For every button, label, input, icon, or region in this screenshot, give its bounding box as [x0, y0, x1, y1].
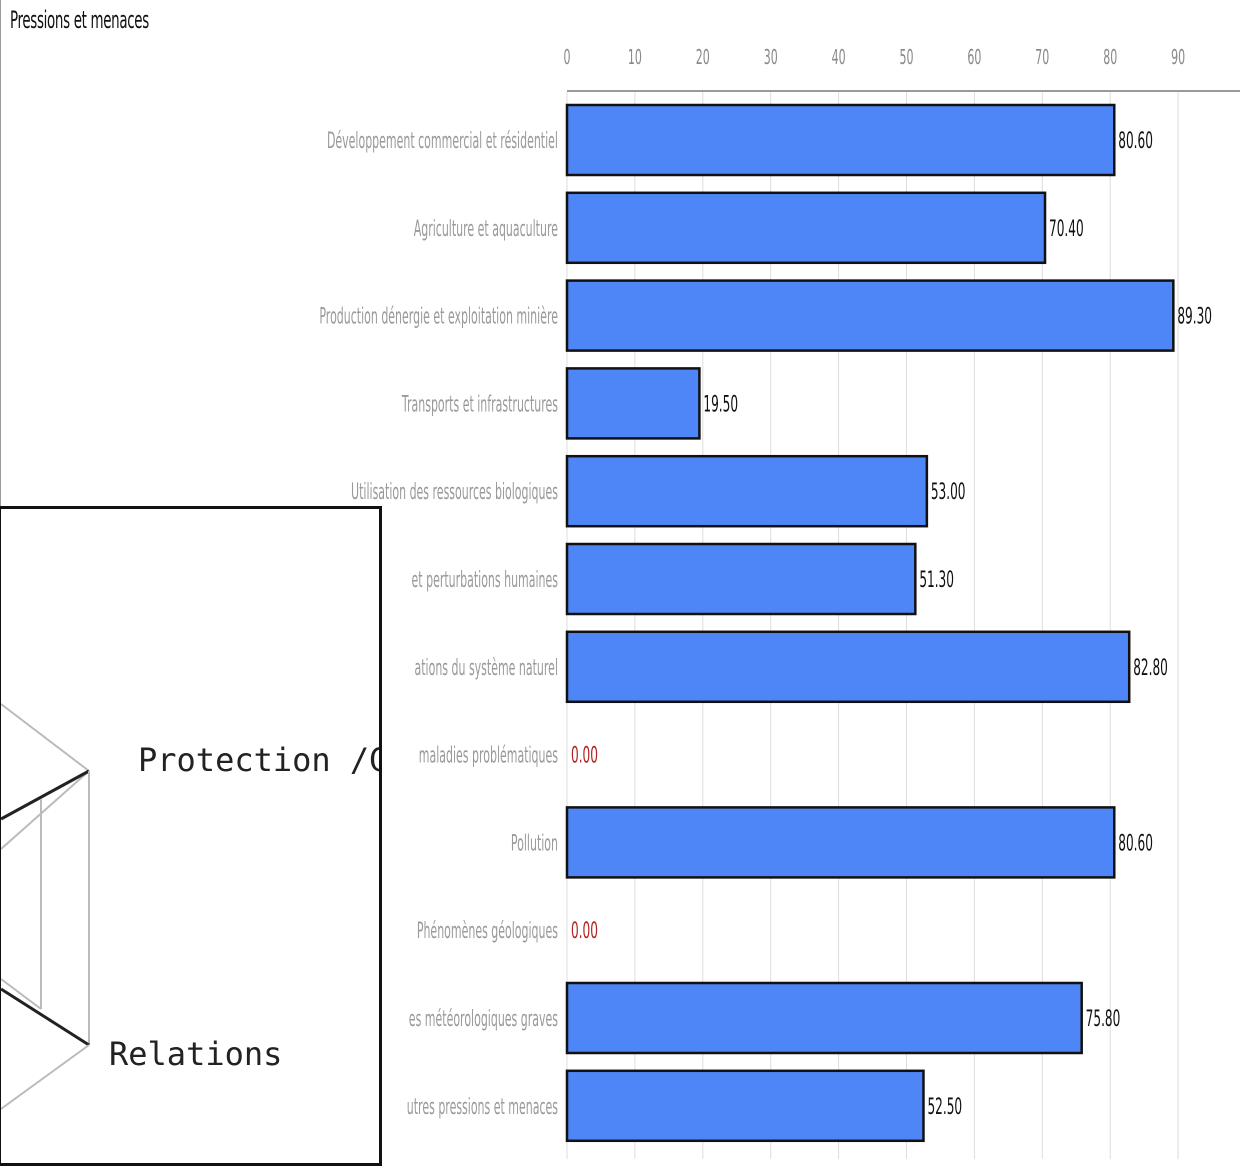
x-tick-90: 90	[1171, 45, 1185, 69]
left-border	[0, 0, 1, 510]
bar-11	[565, 981, 1083, 1055]
overlay-label-protection: Protection /Ges	[138, 741, 379, 779]
radar-wireframe	[1, 703, 90, 1110]
bar-2	[565, 191, 1047, 265]
x-tick-50: 50	[900, 45, 914, 69]
category-label-10: Phénomènes géologiques	[417, 919, 558, 944]
category-label-3: Production dénergie et exploitation mini…	[319, 305, 558, 330]
x-tick-10: 10	[628, 45, 642, 69]
category-label-5: Utilisation des ressources biologiques	[351, 480, 558, 505]
category-labels: Développement commercial et résidentiel A…	[319, 129, 558, 1120]
bars	[565, 103, 1175, 1143]
overlay-window[interactable]: Protection /Ges Relations	[0, 506, 382, 1166]
bar-5	[565, 454, 929, 528]
x-tick-labels: 01020304050607080901	[564, 45, 1186, 69]
x-tick-30: 30	[764, 45, 778, 69]
category-label-12: utres pressions et menaces	[407, 1095, 558, 1120]
x-tick-70: 70	[1035, 45, 1049, 69]
x-tick-40: 40	[832, 45, 846, 69]
category-label-8: maladies problématiques	[419, 744, 558, 769]
x-tick-0: 0	[564, 45, 571, 69]
category-label-11: es météorologiques graves	[409, 1007, 558, 1032]
gridlines	[566, 92, 1179, 1159]
category-label-2: Agriculture et aquaculture	[414, 217, 558, 242]
bar-6	[565, 542, 917, 616]
bar-4	[565, 367, 701, 440]
bar-12	[565, 1069, 925, 1143]
x-tick-20: 20	[696, 45, 710, 69]
value-labels: 80.60 70.40 89.30 19.50 53.00 51.30 82.80 0.00 8…	[571, 129, 1212, 1120]
overlay-label-relations: Relations	[109, 1035, 283, 1073]
bar-9	[565, 806, 1116, 879]
value-label-8: 0.00	[571, 744, 598, 769]
value-label-10: 0.00	[571, 920, 598, 945]
value-label-1: 80.60	[1118, 129, 1153, 154]
chart-title: Pressions et menaces	[10, 6, 149, 34]
value-label-12: 52.50	[927, 1095, 962, 1120]
value-label-5: 53.00	[931, 481, 966, 506]
bar-3	[565, 279, 1175, 352]
x-tick-80: 80	[1103, 45, 1117, 69]
category-label-4: Transports et infrastructures	[401, 392, 558, 417]
category-label-7: ations du système naturel	[415, 656, 558, 681]
category-label-9: Pollution	[511, 831, 558, 856]
x-tick-60: 60	[967, 45, 981, 69]
value-label-9: 80.60	[1118, 832, 1153, 857]
value-label-2: 70.40	[1049, 217, 1084, 242]
value-label-3: 89.30	[1177, 305, 1212, 330]
value-label-4: 19.50	[703, 393, 738, 418]
value-label-7: 82.80	[1133, 656, 1168, 681]
bar-1	[565, 103, 1116, 177]
value-label-6: 51.30	[919, 568, 954, 593]
category-label-1: Développement commercial et résidentiel	[327, 129, 558, 154]
bar-7	[565, 630, 1131, 704]
value-label-11: 75.80	[1086, 1007, 1121, 1032]
category-label-6: et perturbations humaines	[412, 568, 558, 593]
